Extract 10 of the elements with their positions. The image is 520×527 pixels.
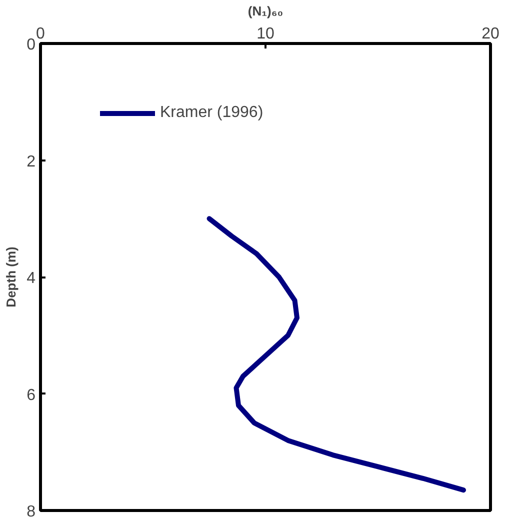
y-tick-label: 4 bbox=[26, 270, 36, 287]
x-tick-label: 10 bbox=[256, 26, 274, 42]
y-tick-label: 0 bbox=[26, 36, 36, 54]
y-axis-title: Depth (m) bbox=[4, 246, 19, 308]
y-tick-label: 2 bbox=[26, 153, 36, 170]
y-tick-label: 6 bbox=[26, 386, 36, 404]
legend-label: Kramer (1996) bbox=[160, 104, 264, 122]
x-axis-title: (N₁)₆₀ bbox=[248, 4, 284, 18]
y-tick-label: 8 bbox=[26, 504, 36, 520]
x-tick-label: 20 bbox=[482, 26, 500, 42]
